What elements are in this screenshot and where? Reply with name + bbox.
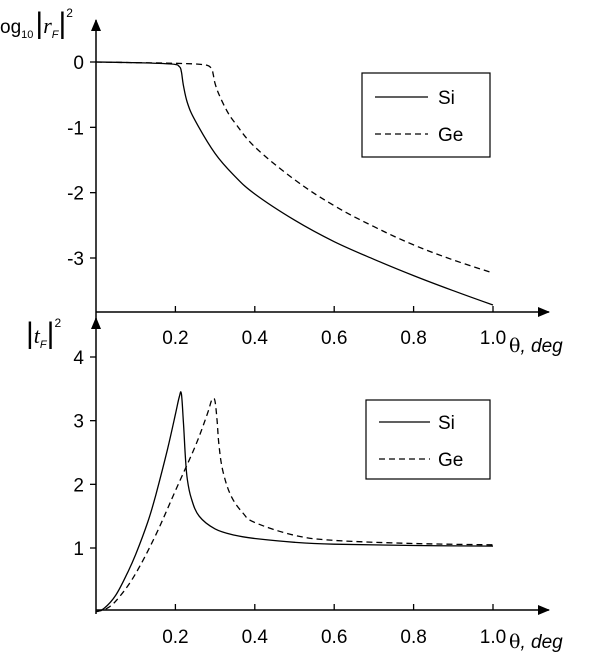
bottom-y-axis-title: |tF|2 (26, 316, 61, 351)
top-xtick-label: 0.8 (400, 328, 426, 349)
bottom-xtick-label: 0.6 (321, 627, 347, 648)
top-legend-box (361, 72, 491, 158)
bottom-series-ge (95, 397, 494, 613)
top-series-si (95, 61, 494, 306)
top-y-axis-title: og10|rF|2 (0, 6, 73, 41)
top-xtick-label: 0.2 (162, 328, 188, 349)
top-xtick-label: 0.4 (242, 328, 269, 349)
top-xtick-label: 1.0 (480, 328, 506, 349)
top-series-ge (95, 61, 494, 274)
bottom-series-si (95, 391, 494, 613)
bottom-xtick-label: 0.2 (162, 627, 188, 648)
bottom-ytick-label: 1 (73, 539, 84, 560)
bottom-ytick-label: 2 (73, 475, 84, 496)
top-ytick-label: 0 (73, 53, 84, 74)
top-legend: Si Ge (361, 72, 491, 158)
bottom-ytick-label: 3 (73, 412, 84, 433)
top-ytick-label: -1 (67, 118, 84, 139)
top-legend-si-label: Si (438, 88, 455, 109)
bottom-legend-box (365, 399, 491, 480)
bottom-legend-ge-label: Ge (438, 450, 463, 471)
top-ytick-label: -2 (67, 184, 84, 205)
top-panel: og10|rF|2 0-1-2-3 0.2 0.4 0.6 0.8 1.0 Si Ge … (0, 6, 563, 357)
bottom-legend: Si Ge (365, 399, 491, 480)
top-legend-ge-label: Ge (438, 125, 463, 146)
bottom-x-axis-title: θ, deg (509, 631, 563, 653)
top-xtick-label: 0.6 (321, 328, 347, 349)
top-x-axis-title: θ, deg (509, 335, 563, 357)
bottom-xtick-label: 0.8 (400, 627, 426, 648)
top-ytick-label: -3 (67, 249, 84, 270)
bottom-ytick-label: 4 (73, 348, 84, 369)
bottom-legend-si-label: Si (438, 413, 455, 434)
bottom-xtick-label: 1.0 (480, 627, 506, 648)
bottom-xtick-label: 0.4 (242, 627, 269, 648)
bottom-panel: |tF|2 1 2 3 4 0.2 0.4 0.6 0.8 1.0 Si Ge θ, deg (26, 316, 563, 653)
